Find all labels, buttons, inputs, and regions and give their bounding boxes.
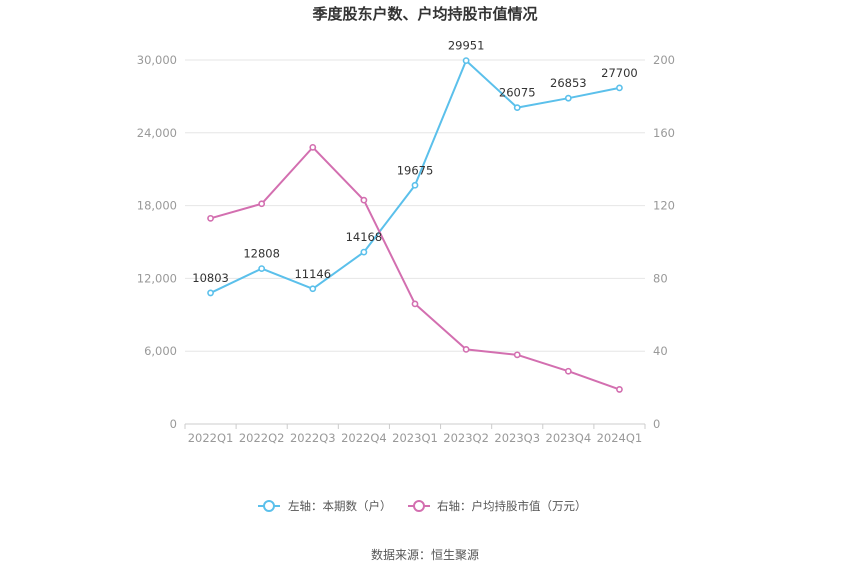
legend-marker-left bbox=[263, 500, 275, 512]
data-point-left bbox=[360, 248, 368, 256]
y-right-tick-label: 40 bbox=[653, 344, 668, 358]
data-point-left bbox=[564, 94, 572, 102]
data-point-left bbox=[462, 57, 470, 64]
data-point-right bbox=[207, 214, 214, 222]
legend-item-left-series[interactable]: 左轴：本期数（户） bbox=[258, 499, 392, 513]
y-right-tick-label: 120 bbox=[653, 199, 675, 213]
y-right-tick-label: 0 bbox=[653, 417, 660, 431]
data-label: 26853 bbox=[550, 76, 587, 90]
y-left-tick-label: 6,000 bbox=[144, 344, 177, 358]
y-right-tick-label: 80 bbox=[653, 271, 668, 285]
x-tick-label: 2023Q4 bbox=[546, 431, 592, 445]
data-point-right bbox=[258, 200, 266, 208]
y-left-tick-label: 24,000 bbox=[137, 126, 177, 140]
x-tick-label: 2023Q2 bbox=[443, 431, 489, 445]
x-tick-label: 2023Q3 bbox=[494, 431, 540, 445]
data-label: 11146 bbox=[294, 267, 331, 281]
data-point-right bbox=[411, 300, 419, 308]
data-point-right bbox=[360, 196, 368, 204]
series-layer bbox=[207, 57, 623, 393]
y-left-tick-label: 12,000 bbox=[137, 271, 177, 285]
data-point-left bbox=[616, 84, 623, 92]
y-right-tick-label: 200 bbox=[653, 53, 675, 67]
x-tick-label: 2022Q3 bbox=[290, 431, 336, 445]
data-point-left bbox=[258, 265, 266, 272]
data-label: 27700 bbox=[601, 66, 638, 80]
data-point-right bbox=[462, 345, 470, 353]
x-tick-label: 2022Q4 bbox=[341, 431, 387, 445]
data-point-right bbox=[564, 367, 572, 375]
y-right-tick-label: 160 bbox=[653, 126, 675, 140]
data-point-right bbox=[513, 351, 521, 359]
data-label: 26075 bbox=[499, 86, 536, 100]
data-point-right bbox=[309, 143, 317, 151]
data-label-layer: 10803 12808 11146 14168 19675 29951 26075 26853… bbox=[192, 39, 637, 285]
data-point-left bbox=[309, 285, 317, 293]
x-tick-label: 2022Q1 bbox=[188, 431, 234, 445]
data-label: 10803 bbox=[192, 271, 229, 285]
y-left-tick-label: 30,000 bbox=[137, 53, 177, 67]
x-tick-label: 2024Q1 bbox=[597, 431, 643, 445]
legend-marker-right bbox=[413, 500, 425, 512]
y-left-tick-label: 18,000 bbox=[137, 199, 177, 213]
data-label: 14168 bbox=[346, 230, 383, 244]
x-tick-label: 2023Q1 bbox=[392, 431, 438, 445]
source-note: 数据来源：恒生聚源 bbox=[371, 547, 479, 562]
legend-label-left: 左轴：本期数（户） bbox=[288, 499, 392, 513]
data-point-right bbox=[616, 386, 623, 393]
data-point-left bbox=[207, 289, 214, 297]
legend: 左轴：本期数（户） 右轴：户均持股市值（万元） bbox=[258, 499, 587, 513]
chart-title: 季度股东户数、户均持股市值情况 bbox=[312, 5, 537, 23]
y-left-tick-label: 0 bbox=[170, 417, 177, 431]
data-label: 12808 bbox=[243, 247, 280, 261]
legend-label-right: 右轴：户均持股市值（万元） bbox=[437, 499, 587, 513]
x-tick-label: 2022Q2 bbox=[239, 431, 285, 445]
data-point-left bbox=[513, 104, 521, 112]
data-point-left bbox=[411, 181, 419, 189]
data-label: 19675 bbox=[397, 163, 434, 177]
legend-item-right-series[interactable]: 右轴：户均持股市值（万元） bbox=[408, 499, 587, 513]
data-label: 29951 bbox=[448, 39, 485, 53]
axis-layer: 0 0 6,000 40 12,000 80 18,000 120 24,000 160 30,00… bbox=[137, 53, 675, 445]
